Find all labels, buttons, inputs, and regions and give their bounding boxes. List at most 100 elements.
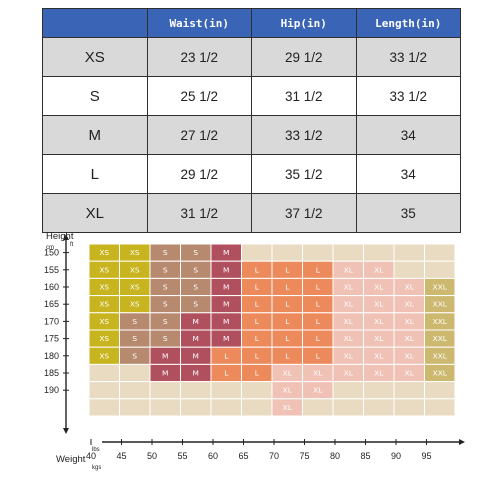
chart-cell-label: S xyxy=(193,248,198,257)
chart-cell-label: S xyxy=(132,317,137,326)
chart-cell-label: L xyxy=(285,317,290,326)
chart-cell-label: S xyxy=(163,334,168,343)
chart-cell xyxy=(271,243,303,262)
y-axis-arrow-down xyxy=(63,428,69,434)
x-axis-arrow xyxy=(459,439,465,445)
chart-cell-label: XL xyxy=(283,403,293,412)
table-cell-waist: 25 1/2 xyxy=(146,76,252,116)
chart-cell xyxy=(149,398,181,417)
chart-cell-label: XL xyxy=(313,386,323,395)
chart-cell-label: L xyxy=(285,283,290,292)
chart-cell-label: L xyxy=(255,300,260,309)
y-tick-label: 170 xyxy=(44,316,59,326)
x-tick-label: 65 xyxy=(238,451,248,461)
table-cell-length: 33 1/2 xyxy=(355,76,461,116)
chart-cell-label: L xyxy=(255,317,260,326)
table-row: XL 31 1/2 37 1/2 35 xyxy=(42,193,461,233)
chart-cell-label: XS xyxy=(99,300,109,309)
chart-cell xyxy=(180,398,212,417)
x-tick-label: 80 xyxy=(330,451,340,461)
chart-cell-label: L xyxy=(224,369,229,378)
chart-cell xyxy=(241,381,273,400)
chart-cell xyxy=(363,398,395,417)
table-cell-size: XS xyxy=(42,37,148,77)
chart-cell-label: XL xyxy=(283,369,293,378)
chart-cell-label: S xyxy=(163,265,168,274)
chart-cell-label: XL xyxy=(374,283,384,292)
chart-cell-label: M xyxy=(193,369,199,378)
chart-cell xyxy=(88,363,120,383)
table-header-row: Waist(in) Hip(in) Length(in) xyxy=(42,8,461,38)
chart-cell-label: M xyxy=(223,300,229,309)
chart-cell xyxy=(119,398,151,417)
y-tick-label: 160 xyxy=(44,282,59,292)
chart-cell-label: M xyxy=(223,317,229,326)
chart-cell-label: XXL xyxy=(433,317,448,326)
chart-cell-label: S xyxy=(193,265,198,274)
table-header-length: Length(in) xyxy=(355,8,461,38)
chart-cell-label: XL xyxy=(405,300,415,309)
y-axis-title: Height xyxy=(46,231,74,242)
chart-cell xyxy=(149,381,181,400)
chart-cell xyxy=(119,381,151,400)
chart-cell-label: XXL xyxy=(433,351,448,360)
chart-cell-label: XL xyxy=(344,369,354,378)
x-tick-label: 85 xyxy=(360,451,370,461)
table-cell-hip: 33 1/2 xyxy=(251,115,357,155)
chart-cell xyxy=(180,381,212,400)
table-cell-size: L xyxy=(42,154,148,194)
chart-cell-label: XL xyxy=(313,369,323,378)
chart-cell-label: S xyxy=(193,283,198,292)
table-row: XS 23 1/2 29 1/2 33 1/2 xyxy=(42,37,461,77)
chart-cell-label: XL xyxy=(374,369,384,378)
chart-cell-label: L xyxy=(316,283,321,292)
chart-cell xyxy=(332,398,364,417)
y-tick-label: 180 xyxy=(44,351,59,361)
chart-cell-label: XL xyxy=(374,300,384,309)
table-header-waist: Waist(in) xyxy=(146,8,252,38)
table-cell-length: 34 xyxy=(355,154,461,194)
chart-cell-label: S xyxy=(132,351,137,360)
x-tick-label: 70 xyxy=(269,451,279,461)
table-cell-size: M xyxy=(42,115,148,155)
table-cell-waist: 23 1/2 xyxy=(146,37,252,77)
chart-cell-label: XL xyxy=(405,369,415,378)
chart-cell-label: L xyxy=(316,300,321,309)
chart-cell-label: XS xyxy=(99,283,109,292)
chart-cell-label: XXL xyxy=(433,334,448,343)
chart-cell-label: L xyxy=(255,334,260,343)
chart-cell xyxy=(393,243,425,262)
chart-cell-label: XS xyxy=(130,300,140,309)
chart-cell-label: XS xyxy=(130,265,140,274)
chart-cell xyxy=(210,381,242,400)
chart-cell-label: XS xyxy=(99,334,109,343)
chart-cell-label: S xyxy=(163,317,168,326)
table-cell-hip: 31 1/2 xyxy=(251,76,357,116)
table-row: S 25 1/2 31 1/2 33 1/2 xyxy=(42,76,461,116)
x-tick-label: 40 xyxy=(86,451,96,461)
chart-cell-label: M xyxy=(162,369,168,378)
y-tick-label: 185 xyxy=(44,368,59,378)
size-table: Waist(in) Hip(in) Length(in) XS 23 1/2 2… xyxy=(42,8,461,233)
chart-cell-label: XL xyxy=(405,317,415,326)
chart-cell-label: M xyxy=(193,351,199,360)
table-cell-length: 34 xyxy=(355,115,461,155)
chart-cell-label: XL xyxy=(405,334,415,343)
chart-cell xyxy=(363,381,395,400)
chart-cell-label: M xyxy=(223,265,229,274)
chart-cell-label: L xyxy=(285,300,290,309)
chart-cell-label: L xyxy=(285,265,290,274)
x-unit-kgs: kgs xyxy=(92,465,101,471)
chart-cell xyxy=(424,398,456,417)
chart-cell xyxy=(88,398,120,417)
chart-cell-label: XL xyxy=(374,265,384,274)
chart-cell-label: M xyxy=(162,351,168,360)
chart-cell-label: M xyxy=(193,317,199,326)
table-cell-length: 33 1/2 xyxy=(355,37,461,77)
chart-cell-label: XL xyxy=(344,334,354,343)
chart-cell xyxy=(363,243,395,262)
chart-cell xyxy=(424,243,456,262)
y-tick-label: 150 xyxy=(44,248,59,258)
chart-cell-label: M xyxy=(223,248,229,257)
